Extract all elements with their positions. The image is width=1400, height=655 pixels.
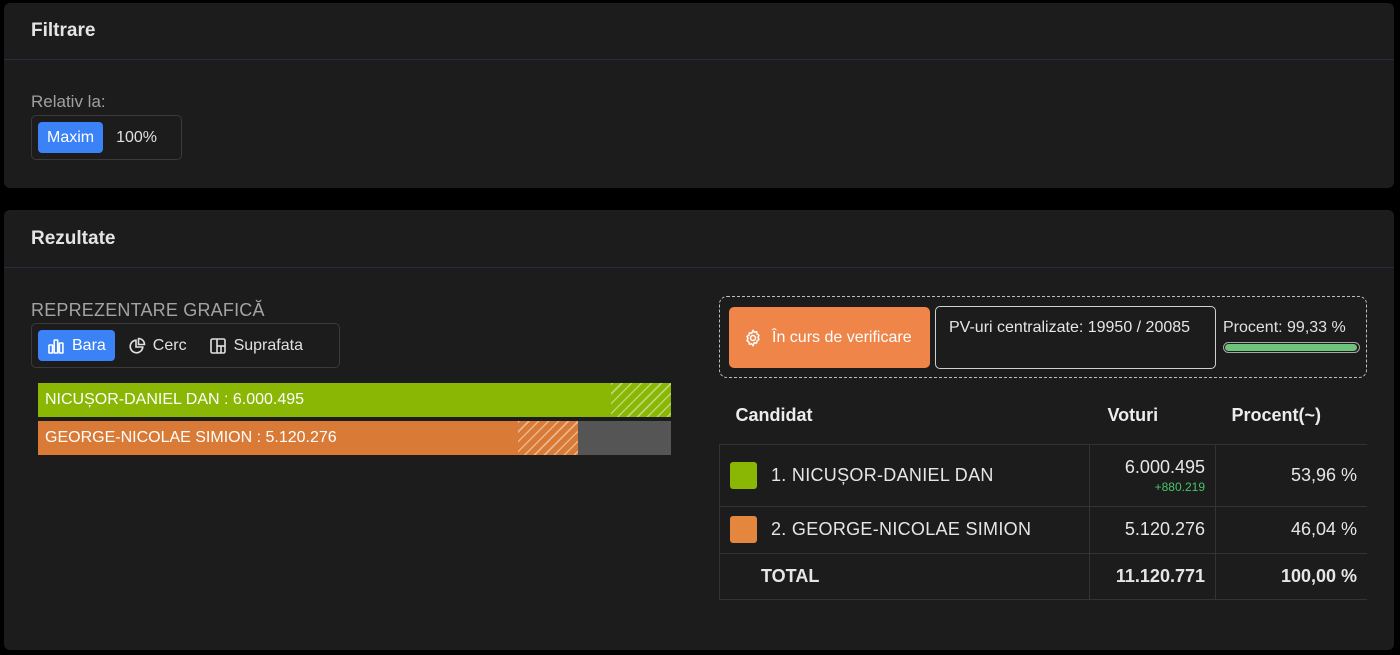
- votes-value: 6.000.495: [1124, 456, 1205, 477]
- procent-label: Procent: 99,33 %: [1223, 319, 1346, 336]
- votes-delta: +880.219: [1154, 479, 1205, 494]
- votes-cell: 5.120.276: [1089, 505, 1216, 553]
- results-panel: Rezultate REPREZENTARE GRAFICĂ Bara Cerc…: [4, 210, 1394, 650]
- status-badge-label: În curs de verificare: [772, 329, 912, 346]
- relativ-toggle: Maxim 100%: [31, 115, 182, 160]
- bar-label: GEORGE-NICOLAE SIMION : 5.120.276: [45, 429, 337, 446]
- table-total-row: TOTAL 11.120.771 100,00 %: [719, 552, 1367, 600]
- results-title: Rezultate: [4, 210, 1394, 268]
- total-label: TOTAL: [719, 552, 1090, 600]
- chart-type-cerc[interactable]: Cerc: [119, 330, 196, 361]
- candidate-cell: 2. GEORGE-NICOLAE SIMION: [719, 505, 1090, 553]
- candidate-cell: 1. NICUȘOR-DANIEL DAN: [719, 443, 1090, 506]
- filter-title: Filtrare: [4, 3, 1394, 60]
- pie-chart-icon: [128, 337, 146, 355]
- treemap-icon: [209, 337, 227, 355]
- procent-progress-fill: [1225, 344, 1358, 351]
- total-percent: 100,00 %: [1215, 552, 1367, 600]
- relativ-label: Relativ la:: [31, 92, 106, 111]
- bar-chart-icon: [47, 337, 65, 355]
- pv-count: PV-uri centralizate: 19950 / 20085: [935, 306, 1216, 369]
- percent-cell: 53,96 %: [1215, 443, 1367, 506]
- total-votes: 11.120.771: [1089, 552, 1216, 600]
- procent-indicator: Procent: 99,33 %: [1223, 319, 1360, 353]
- chart-type-suprafata-label: Suprafata: [233, 336, 303, 354]
- candidate-color-swatch: [730, 461, 757, 489]
- candidate-name: 2. GEORGE-NICOLAE SIMION: [771, 519, 1032, 539]
- candidate-color-swatch: [730, 516, 757, 543]
- bar-row: NICUȘOR-DANIEL DAN : 6.000.495: [38, 383, 671, 417]
- verification-status-badge: În curs de verificare: [729, 307, 930, 368]
- gear-icon: [743, 328, 763, 348]
- bar-hatch: [611, 383, 671, 417]
- votes-cell: 6.000.495 +880.219: [1089, 443, 1216, 506]
- chart-type-cerc-label: Cerc: [152, 336, 187, 354]
- results-table: Candidat Voturi Procent(~) 1. NICUȘOR-DA…: [719, 387, 1367, 600]
- relativ-option-maxim[interactable]: Maxim: [38, 122, 104, 153]
- status-box: În curs de verificare PV-uri centralizat…: [719, 296, 1367, 378]
- chart-type-suprafata[interactable]: Suprafata: [200, 330, 312, 361]
- procent-progress-bar: [1223, 342, 1360, 353]
- relativ-option-100[interactable]: 100%: [116, 128, 158, 146]
- chart-type-bara[interactable]: Bara: [38, 330, 115, 361]
- table-row: 2. GEORGE-NICOLAE SIMION 5.120.276 46,04…: [719, 505, 1367, 553]
- bar-chart: NICUȘOR-DANIEL DAN : 6.000.495 GEORGE-NIC…: [38, 383, 671, 459]
- header-voturi: Voturi: [1089, 387, 1216, 445]
- bar-fill: [38, 421, 578, 455]
- votes-value: 5.120.276: [1124, 519, 1205, 539]
- chart-type-bara-label: Bara: [72, 336, 106, 354]
- chart-type-label: REPREZENTARE GRAFICĂ: [31, 300, 265, 320]
- header-candidat: Candidat: [719, 387, 1090, 445]
- bar-hatch: [518, 421, 578, 455]
- bar-row: GEORGE-NICOLAE SIMION : 5.120.276: [38, 421, 671, 455]
- bar-label: NICUȘOR-DANIEL DAN : 6.000.495: [45, 391, 305, 408]
- filter-panel: Filtrare Relativ la: Maxim 100%: [4, 3, 1394, 188]
- candidate-name: 1. NICUȘOR-DANIEL DAN: [771, 464, 994, 485]
- percent-cell: 46,04 %: [1215, 505, 1367, 553]
- bar-fill: [38, 383, 671, 417]
- header-procent: Procent(~): [1215, 387, 1367, 445]
- chart-type-toggle: Bara Cerc Suprafata: [31, 323, 340, 368]
- table-row: 1. NICUȘOR-DANIEL DAN 6.000.495 +880.219…: [719, 443, 1367, 506]
